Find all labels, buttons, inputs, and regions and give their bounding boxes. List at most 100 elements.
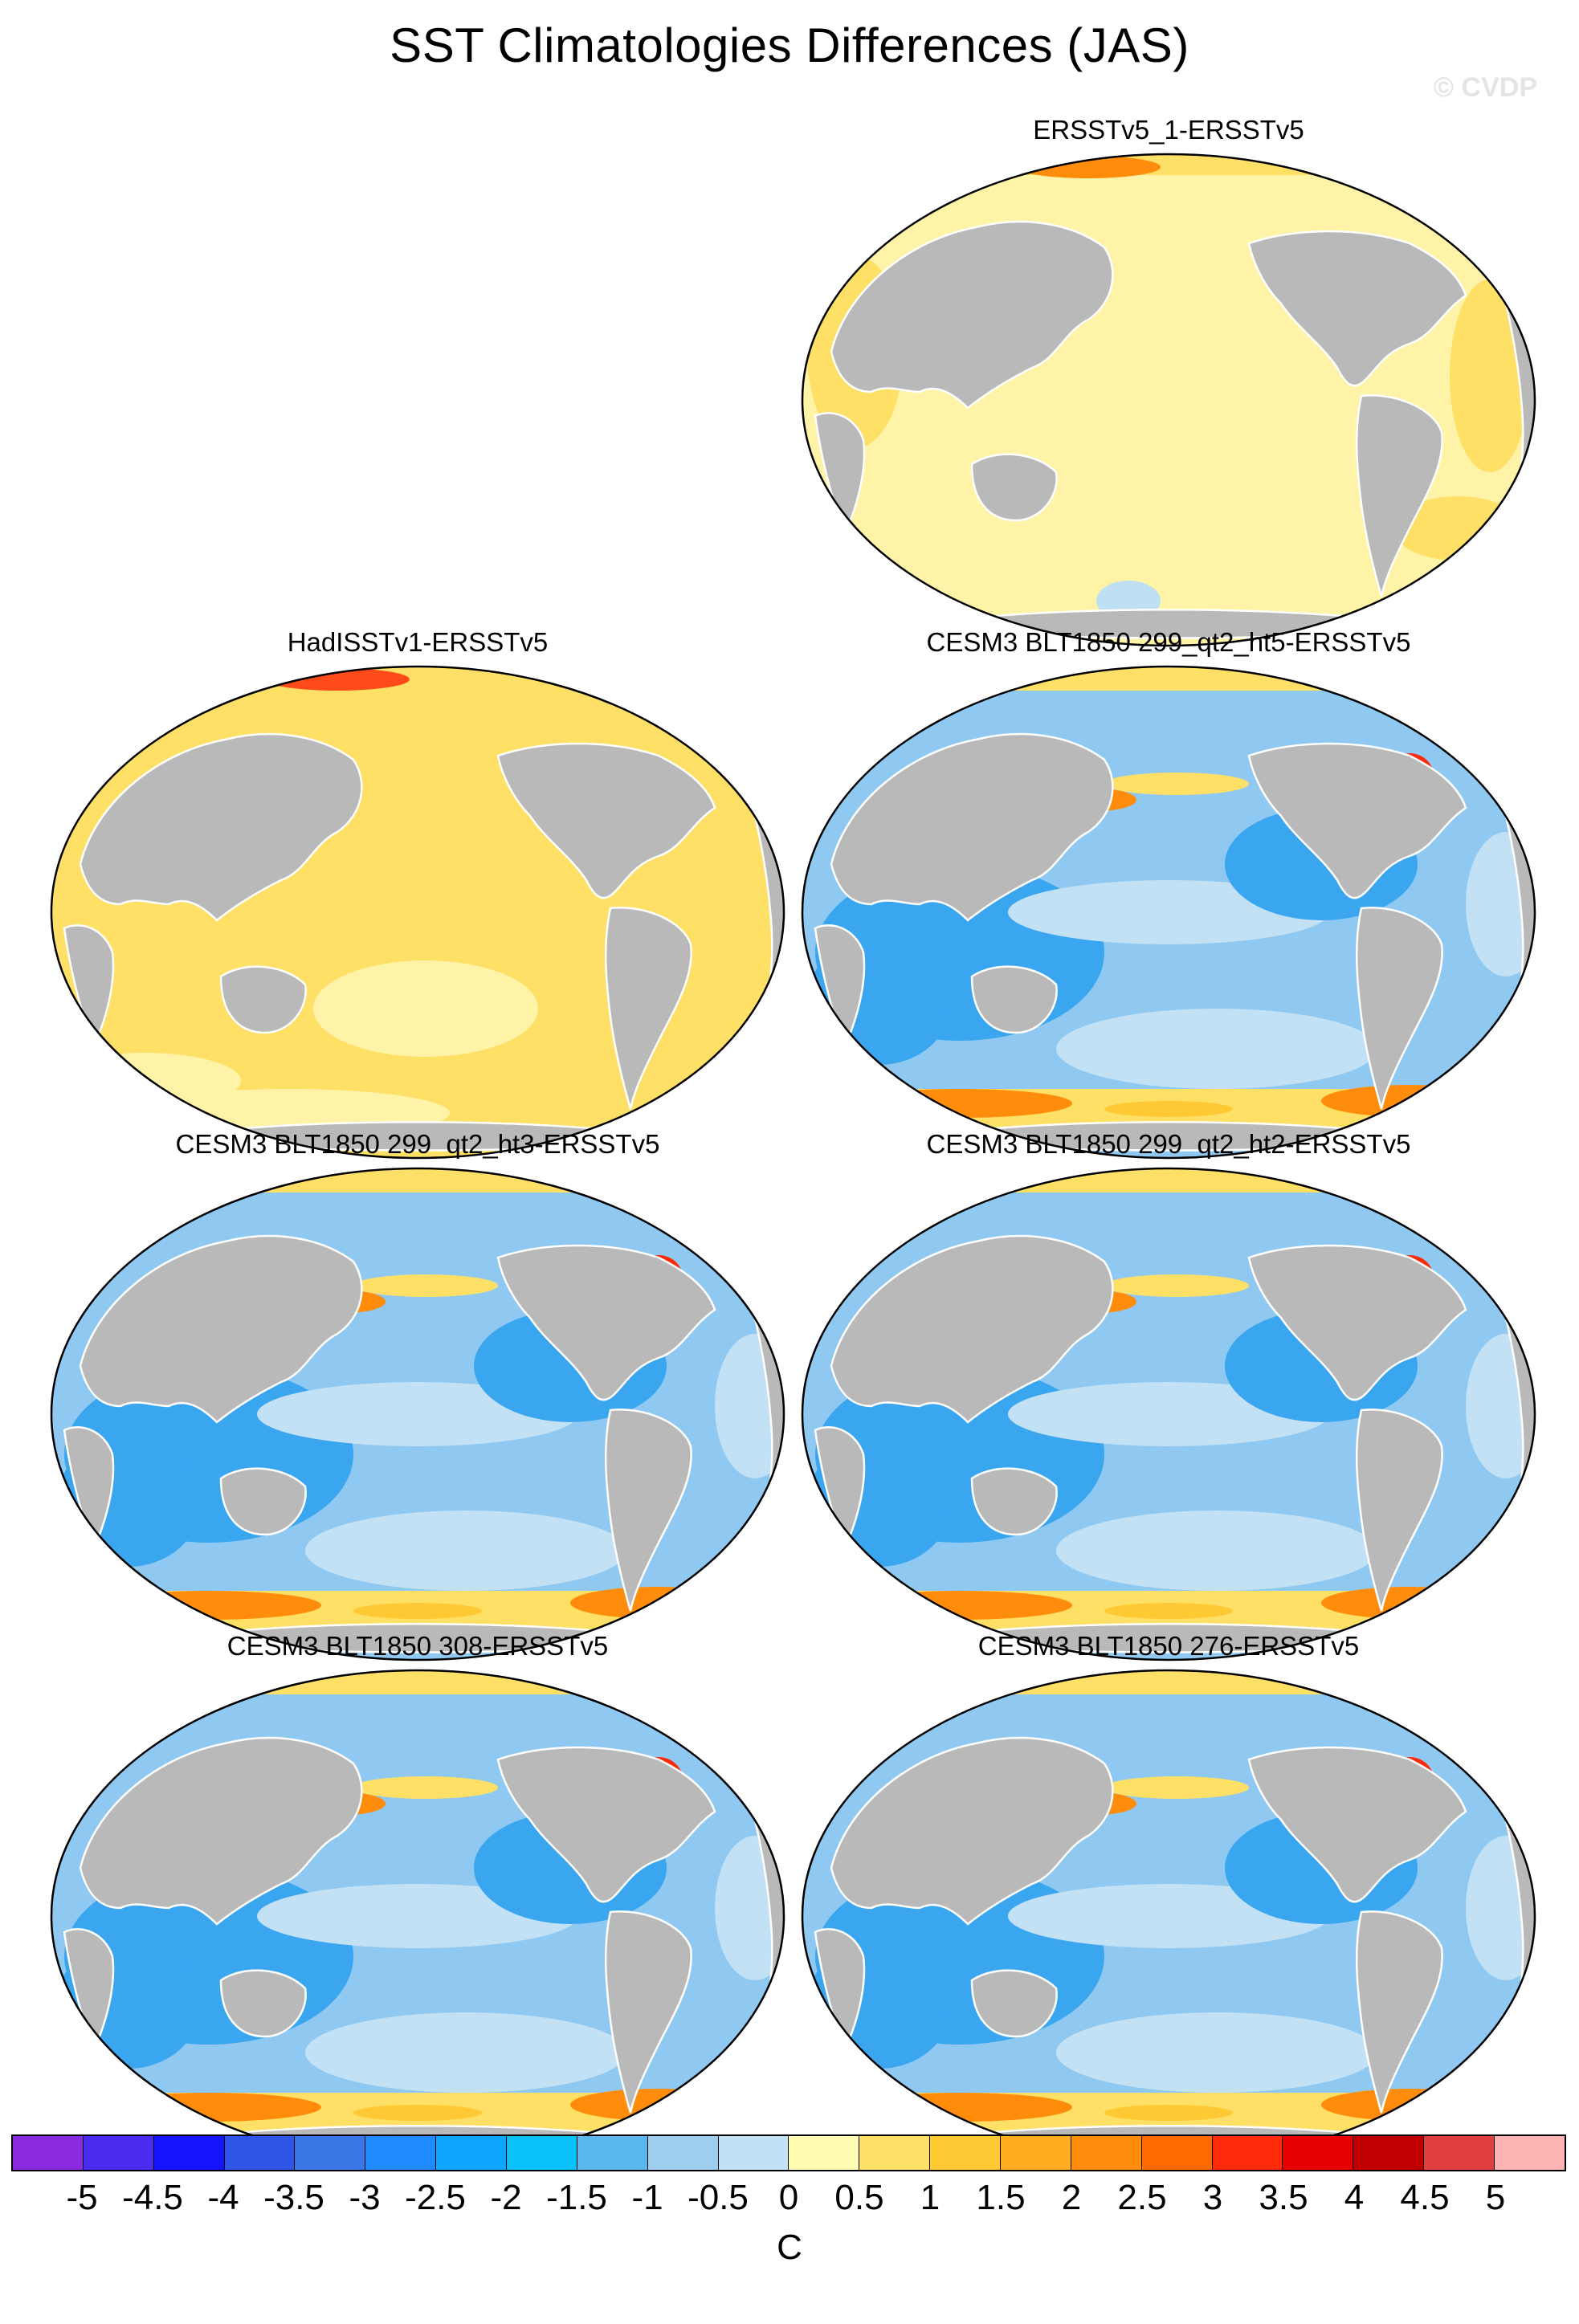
colorbar-ticks: -5 -4.5 -4 -3.5 -3 -2.5 -2 -1.5 -1 -0.5 0 0.5 1 1.5 2 2…	[0, 2178, 1579, 2226]
colorbar-tick-label: -4.5	[122, 2178, 183, 2217]
land-africa	[814, 1928, 866, 2056]
colorbar-tick-label: 0	[778, 2178, 799, 2217]
colorbar-tick-label: -3.5	[263, 2178, 324, 2217]
land-asia	[79, 1234, 363, 1424]
land-australia	[970, 965, 1058, 1034]
figure-title: SST Climatologies Differences (JAS)	[390, 18, 1189, 72]
land-asia	[79, 1736, 363, 1926]
colorbar-tick-label: -2.5	[405, 2178, 466, 2217]
world-map	[50, 1669, 785, 2163]
map-panel: CESM3 BLT1850 276-ERSSTv5	[799, 1630, 1538, 2176]
colorbar-tick-label: -4	[207, 2178, 239, 2217]
colorbar-swatch	[1001, 2136, 1071, 2170]
land-greenland	[687, 677, 741, 727]
land-australia	[970, 1467, 1058, 1536]
land-namerica	[496, 1244, 716, 1401]
land-namerica	[1247, 1746, 1467, 1903]
colorbar-swatch	[789, 2136, 860, 2170]
colorbar-swatch	[295, 2136, 366, 2170]
map-border	[801, 1167, 1536, 1661]
land-greenland	[1438, 677, 1491, 727]
land-australia	[219, 965, 307, 1034]
map-border	[50, 1167, 785, 1661]
colorbar-tick-label: 2	[1061, 2178, 1082, 2217]
colorbar-swatch	[83, 2136, 154, 2170]
land-namerica	[1247, 230, 1467, 387]
colorbar-swatch	[1212, 2136, 1283, 2170]
land-asia	[830, 1234, 1114, 1424]
land-australia	[970, 1969, 1058, 2038]
world-map	[50, 1167, 785, 1661]
land-australia	[219, 1969, 307, 2038]
panel-title: CESM3 BLT1850 276-ERSSTv5	[799, 1630, 1538, 1662]
colorbar-swatch	[365, 2136, 437, 2170]
colorbar-units: C	[777, 2228, 802, 2267]
land-namerica	[496, 742, 716, 899]
land-australia	[219, 1467, 307, 1536]
land-namerica	[1247, 1244, 1467, 1401]
world-map	[801, 665, 1536, 1160]
map-panel: ERSSTv5_1-ERSSTv5	[799, 114, 1538, 660]
colorbar-swatch	[859, 2136, 931, 2170]
colorbar-swatch	[224, 2136, 296, 2170]
colorbar-tick-label: 4.5	[1400, 2178, 1450, 2217]
land-greenland	[1438, 1681, 1491, 1731]
colorbar-tick-label: 3	[1202, 2178, 1223, 2217]
land-africa	[63, 1426, 115, 1554]
map-panel: CESM3 BLT1850 299_qt2_ht5-ERSSTv5	[799, 626, 1538, 1172]
colorbar-swatch	[1424, 2136, 1495, 2170]
land-samerica	[1355, 1910, 1443, 2114]
land-samerica	[1355, 1409, 1443, 1612]
panel-title: HadISSTv1-ERSSTv5	[48, 626, 787, 658]
colorbar-swatch	[718, 2136, 790, 2170]
colorbar-tick-label: 5	[1485, 2178, 1506, 2217]
panel-title: CESM3 BLT1850 299_qt2_ht2-ERSSTv5	[799, 1128, 1538, 1160]
colorbar-tick-label: -1.5	[546, 2178, 607, 2217]
colorbar-swatch	[13, 2136, 84, 2170]
map-panel: HadISSTv1-ERSSTv5	[48, 626, 787, 1172]
land-africa	[814, 924, 866, 1052]
colorbar-tick-label: 1	[920, 2178, 940, 2217]
land-asia	[830, 1736, 1114, 1926]
land-greenland	[687, 1179, 741, 1229]
land-asia	[830, 732, 1114, 922]
colorbar-tick-label: -1	[631, 2178, 663, 2217]
colorbar-swatch	[507, 2136, 577, 2170]
colorbar-swatch	[1353, 2136, 1425, 2170]
colorbar-swatch	[647, 2136, 719, 2170]
land-greenland	[687, 1681, 741, 1731]
land-greenland	[1438, 165, 1491, 214]
land-greenland	[1438, 1179, 1491, 1229]
land-samerica	[604, 1409, 692, 1612]
land-australia	[970, 453, 1058, 522]
colorbar-tick-label: 2.5	[1117, 2178, 1167, 2217]
map-panel: CESM3 BLT1850 299_qt2_ht3-ERSSTv5	[48, 1128, 787, 1674]
colorbar-swatch	[930, 2136, 1002, 2170]
colorbar-swatch	[153, 2136, 225, 2170]
colorbar-tick-label: -3	[349, 2178, 381, 2217]
panel-title: CESM3 BLT1850 299_qt2_ht3-ERSSTv5	[48, 1128, 787, 1160]
land-africa	[63, 1928, 115, 2056]
colorbar	[11, 2134, 1566, 2171]
panel-title: ERSSTv5_1-ERSSTv5	[799, 114, 1538, 146]
colorbar-swatch	[1141, 2136, 1213, 2170]
colorbar-tick-label: 3.5	[1259, 2178, 1308, 2217]
colorbar-swatch	[1495, 2136, 1565, 2170]
colorbar-tick-label: 0.5	[834, 2178, 884, 2217]
world-map	[801, 1669, 1536, 2163]
colorbar-swatch	[1071, 2136, 1142, 2170]
land-samerica	[604, 907, 692, 1110]
world-map	[801, 153, 1536, 647]
colorbar-tick-label: -2	[490, 2178, 522, 2217]
land-asia	[79, 732, 363, 922]
land-africa	[63, 924, 115, 1052]
colorbar-swatch	[436, 2136, 508, 2170]
colorbar-swatch	[577, 2136, 648, 2170]
land-samerica	[1355, 907, 1443, 1110]
land-namerica	[496, 1746, 716, 1903]
colorbar-swatch	[1283, 2136, 1354, 2170]
land-samerica	[604, 1910, 692, 2114]
map-panel: CESM3 BLT1850 308-ERSSTv5	[48, 1630, 787, 2176]
map-border	[801, 153, 1536, 647]
world-map	[50, 665, 785, 1160]
